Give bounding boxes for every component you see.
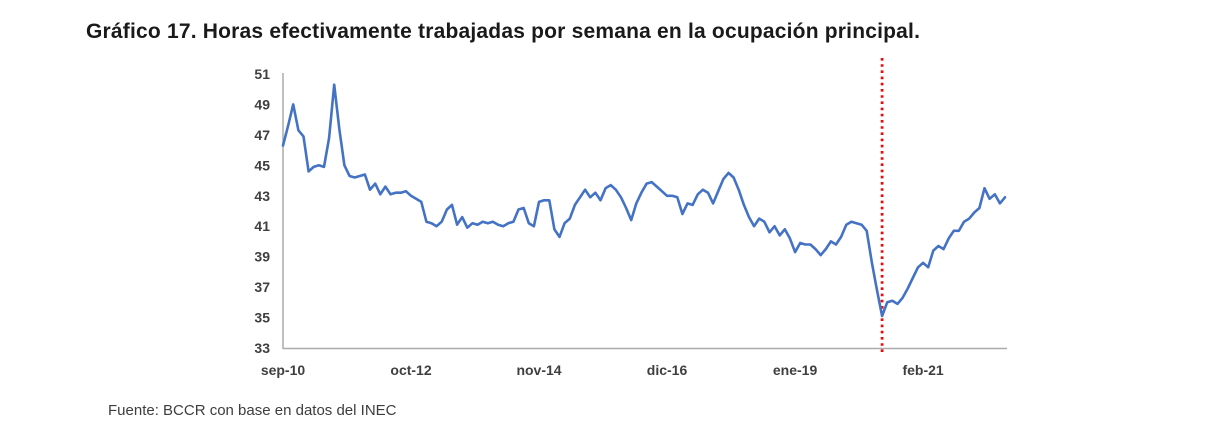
- y-tick-label: 49: [254, 96, 270, 112]
- series-polyline: [281, 83, 1007, 318]
- y-tick-label: 33: [254, 340, 270, 356]
- y-tick-label: 47: [254, 127, 270, 143]
- x-tick-label: feb-21: [902, 362, 943, 378]
- x-tick-label: nov-14: [516, 362, 561, 378]
- x-tick-label: ene-19: [773, 362, 818, 378]
- y-tick-label: 39: [254, 249, 270, 265]
- source-note: Fuente: BCCR con base en datos del INEC: [108, 402, 397, 419]
- y-tick-label: 41: [254, 218, 270, 234]
- x-tick-label: sep-10: [261, 362, 306, 378]
- y-tick-label: 45: [254, 157, 270, 173]
- figure-title: Gráfico 17. Horas efectivamente trabajad…: [86, 20, 921, 43]
- y-tick-label: 35: [254, 310, 270, 326]
- x-tick-label: dic-16: [647, 362, 688, 378]
- y-tick-label: 43: [254, 188, 270, 204]
- x-tick-label: oct-12: [390, 362, 431, 378]
- y-tick-label: 51: [254, 66, 270, 82]
- y-tick-label: 37: [254, 279, 270, 295]
